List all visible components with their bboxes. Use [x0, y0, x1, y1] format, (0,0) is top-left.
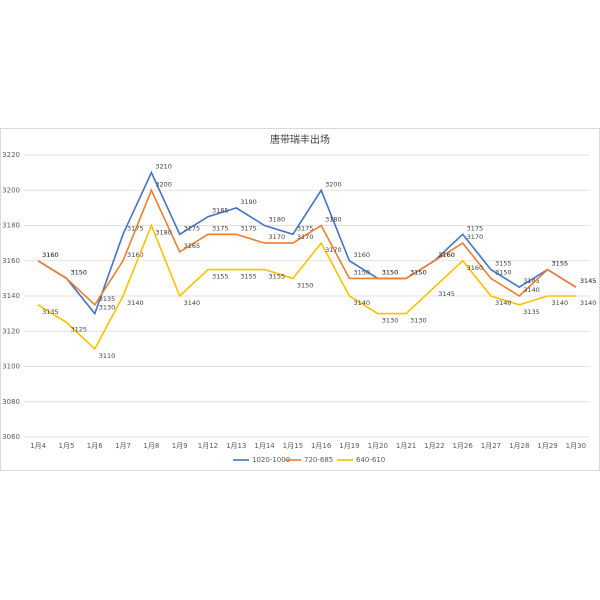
data-label: 3150 — [382, 268, 399, 276]
data-label: 3125 — [70, 325, 87, 333]
legend-label: 1020-1000 — [252, 456, 290, 464]
data-label: 3180 — [269, 216, 286, 224]
data-label: 3150 — [410, 268, 427, 276]
x-tick-label: 1月14 — [254, 442, 275, 450]
x-tick-label: 1月13 — [226, 442, 246, 450]
data-label: 3130 — [410, 317, 427, 325]
y-tick-label: 3060 — [2, 433, 20, 441]
data-label: 3135 — [42, 308, 59, 316]
data-label: 3155 — [269, 273, 286, 281]
data-label: 3175 — [184, 224, 201, 232]
chart-title: 唐带瑞丰出场 — [270, 133, 330, 146]
data-label: 3160 — [42, 251, 59, 259]
series-line — [37, 188, 577, 307]
x-tick-label: 1月7 — [115, 442, 131, 450]
data-label: 3160 — [438, 251, 455, 259]
data-label: 3140 — [552, 299, 569, 307]
x-tick-label: 1月21 — [396, 442, 416, 450]
data-label: 3180 — [155, 229, 172, 237]
data-label: 3200 — [155, 180, 172, 188]
data-label: 3155 — [552, 260, 569, 268]
data-label: 3155 — [552, 260, 569, 268]
data-label: 3140 — [353, 299, 370, 307]
x-tick-label: 1月4 — [30, 442, 46, 450]
data-label: 3150 — [382, 268, 399, 276]
data-label: 3150 — [297, 281, 314, 289]
data-label: 3150 — [353, 268, 370, 276]
series-line — [37, 170, 577, 316]
data-label: 3200 — [325, 180, 342, 188]
data-label: 3175 — [212, 224, 229, 232]
x-tick-label: 1月20 — [368, 442, 388, 450]
data-label: 3150 — [70, 268, 87, 276]
series-line — [37, 223, 576, 351]
data-label: 3160 — [438, 251, 455, 259]
x-tick-label: 1月15 — [283, 442, 303, 450]
data-label: 3175 — [467, 224, 484, 232]
legend-label: 720-685 — [304, 456, 333, 464]
data-label: 3140 — [127, 299, 144, 307]
y-tick-label: 3200 — [2, 186, 20, 194]
data-label: 3170 — [325, 246, 342, 254]
data-label: 3210 — [155, 163, 172, 171]
data-label: 3155 — [495, 260, 512, 268]
data-label: 3160 — [127, 251, 144, 259]
data-label: 3180 — [325, 216, 342, 224]
data-label: 3155 — [212, 273, 229, 281]
data-label: 3140 — [184, 299, 201, 307]
x-tick-label: 1月5 — [58, 442, 74, 450]
x-tick-label: 1月26 — [452, 442, 473, 450]
data-label: 3190 — [240, 198, 257, 206]
data-label: 3135 — [99, 295, 116, 303]
x-tick-label: 1月28 — [509, 442, 529, 450]
data-label: 3145 — [523, 277, 540, 285]
y-tick-label: 3160 — [2, 257, 20, 265]
y-tick-label: 3140 — [2, 292, 20, 300]
data-label: 3130 — [99, 304, 116, 312]
legend-label: 640-610 — [356, 456, 385, 464]
x-tick-label: 1月6 — [87, 442, 103, 450]
y-tick-label: 3080 — [2, 398, 20, 406]
x-tick-label: 1月19 — [339, 442, 359, 450]
data-label: 3165 — [184, 242, 201, 250]
x-tick-label: 1月29 — [537, 442, 557, 450]
data-label: 3145 — [580, 277, 597, 285]
data-label: 3145 — [438, 290, 455, 298]
data-label: 3150 — [495, 268, 512, 276]
data-label: 3185 — [212, 207, 229, 215]
data-label: 3160 — [467, 264, 484, 272]
data-label: 3160 — [353, 251, 370, 259]
data-label: 3170 — [297, 233, 314, 241]
data-label: 3175 — [240, 224, 257, 232]
y-tick-label: 3120 — [2, 327, 20, 335]
data-label: 3145 — [580, 277, 597, 285]
data-label: 3130 — [382, 317, 399, 325]
data-label: 3140 — [580, 299, 597, 307]
data-label: 3155 — [240, 273, 257, 281]
x-tick-label: 1月27 — [481, 442, 501, 450]
data-label: 3150 — [70, 268, 87, 276]
x-tick-label: 1月22 — [424, 442, 444, 450]
y-tick-label: 3180 — [2, 222, 20, 230]
x-tick-label: 1月16 — [311, 442, 332, 450]
data-label: 3140 — [523, 286, 540, 294]
data-label: 3140 — [495, 299, 512, 307]
data-label: 3170 — [269, 233, 286, 241]
data-label: 3175 — [297, 224, 314, 232]
x-tick-label: 1月9 — [172, 442, 188, 450]
x-tick-label: 1月30 — [566, 442, 586, 450]
y-tick-label: 3100 — [2, 363, 20, 371]
x-tick-label: 1月12 — [198, 442, 218, 450]
y-tick-label: 3220 — [2, 151, 20, 159]
data-label: 3110 — [99, 352, 116, 360]
data-label: 3160 — [42, 251, 59, 259]
data-label: 3135 — [523, 308, 540, 316]
data-label: 3170 — [467, 233, 484, 241]
x-tick-label: 1月8 — [143, 442, 159, 450]
data-label: 3150 — [410, 268, 427, 276]
